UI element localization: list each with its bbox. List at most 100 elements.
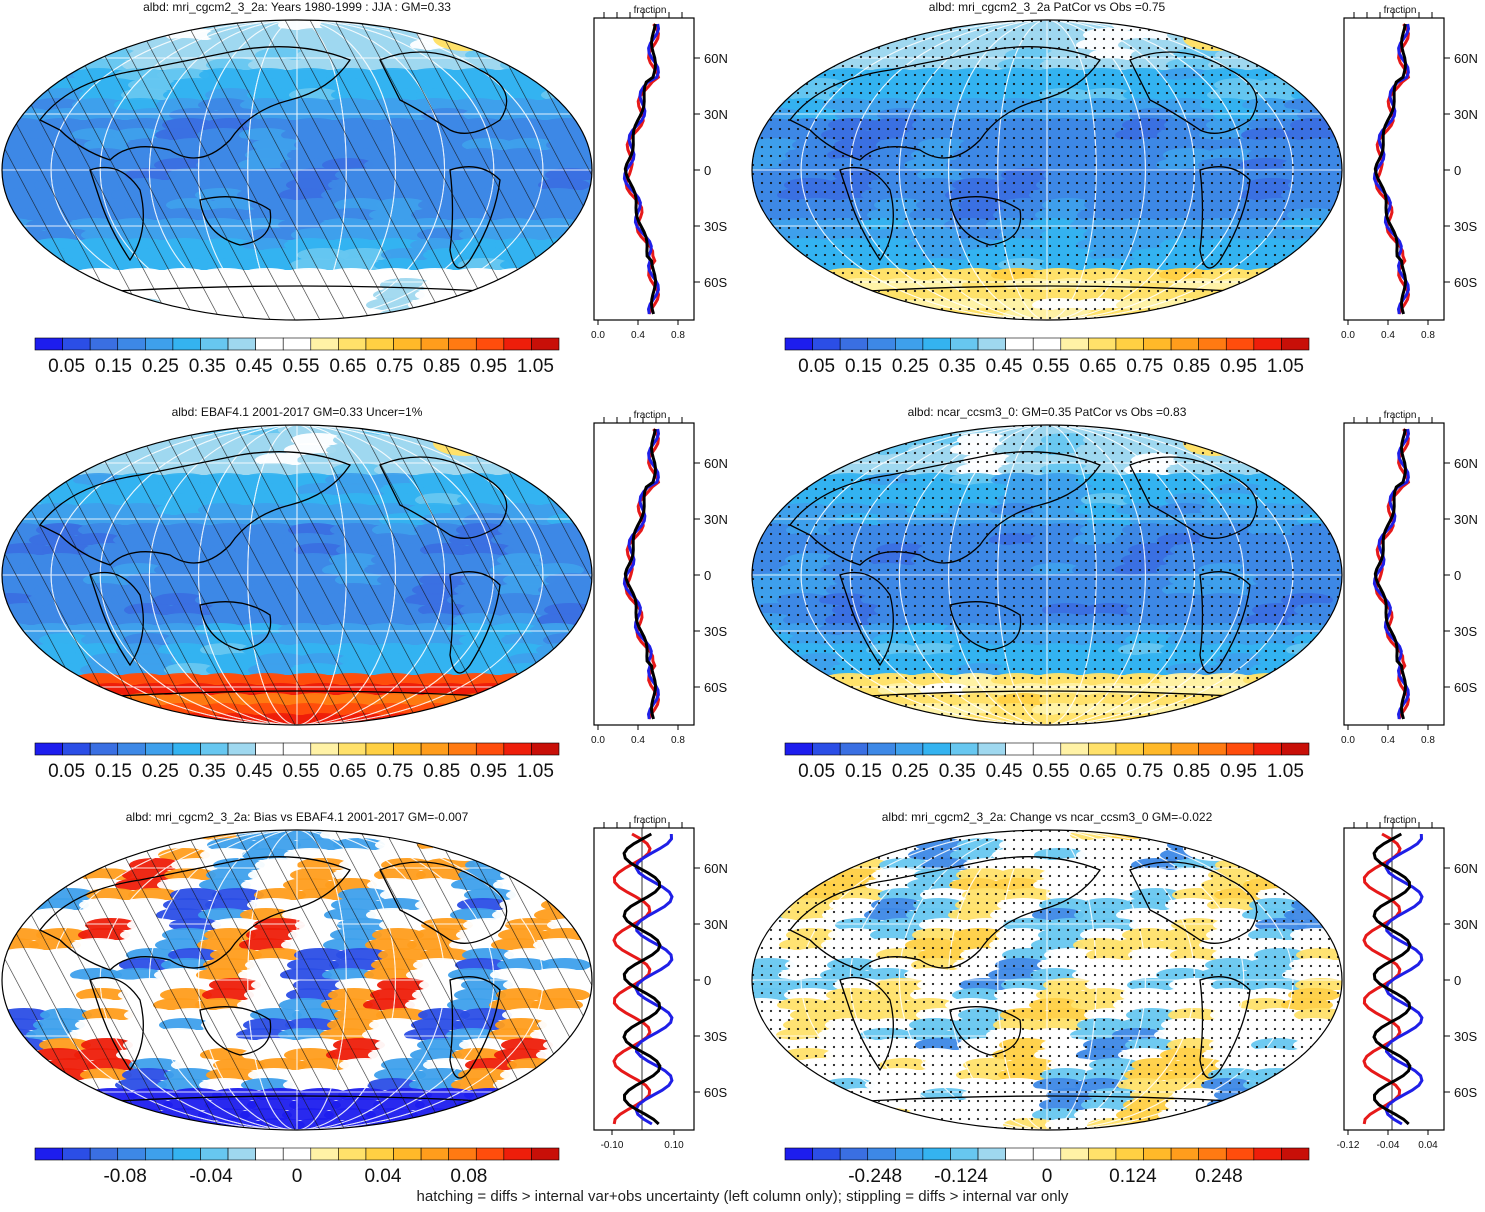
zonal-lat-label: 30N — [704, 107, 728, 122]
map-border — [1, 829, 593, 1131]
colorbar-box — [420, 742, 449, 756]
colorbar-box — [1005, 742, 1034, 756]
colorbar-box — [950, 337, 979, 351]
map-border — [751, 829, 1343, 1131]
colorbar-box — [922, 1147, 951, 1161]
zonal-title: fraction — [634, 5, 667, 16]
colorbar-box — [1281, 742, 1310, 756]
colorbar-box — [1198, 337, 1227, 351]
colorbar-label: 0.65 — [1079, 761, 1116, 782]
zonal-series-1 — [1384, 833, 1424, 1126]
zonal-title: fraction — [634, 410, 667, 421]
colorbar-box — [145, 742, 174, 756]
colorbar-label: 0.124 — [1109, 1166, 1157, 1187]
hatching-overlay — [2, 830, 592, 1130]
colorbar-label: -0.248 — [848, 1166, 902, 1187]
colorbar-box — [393, 1147, 422, 1161]
zonal-series-1 — [622, 23, 661, 315]
colorbar-box — [1060, 742, 1089, 756]
colorbar-box — [1115, 337, 1144, 351]
zonal-lat-label: 60S — [704, 275, 727, 290]
colorbar-box — [867, 1147, 896, 1161]
colorbar-box — [1088, 1147, 1117, 1161]
colorbar-box — [977, 742, 1006, 756]
colorbar: 0.05 0.15 0.25 0.35 0.45 0.55 0.65 0.75 0.85 0.95… — [784, 742, 1310, 782]
zonal-x-label: 0.0 — [591, 735, 605, 746]
colorbar-label: 0.05 — [48, 761, 85, 782]
colorbar-box — [420, 337, 449, 351]
colorbar-box — [950, 1147, 979, 1161]
colorbar-box — [172, 1147, 201, 1161]
colorbar-box — [1198, 742, 1227, 756]
zonal-series-2 — [623, 23, 658, 315]
zonal-lat-label: 60S — [1454, 275, 1477, 290]
colorbar-label: 0.25 — [892, 761, 929, 782]
panel-3: albd: EBAF4.1 2001-2017 GM=0.33 Uncer=1%… — [1, 405, 728, 782]
colorbar: -0.248 -0.124 0 0.124 0.248 — [784, 1147, 1310, 1187]
colorbar-box — [255, 337, 284, 351]
colorbar-box — [1225, 337, 1255, 351]
colorbar-box — [1198, 1147, 1227, 1161]
colorbar-box — [172, 337, 201, 351]
zonal-lat-label: 60S — [704, 1085, 727, 1100]
colorbar-box — [365, 742, 394, 756]
zonal-series-2 — [1373, 428, 1408, 720]
colorbar-box — [531, 337, 560, 351]
colorbar-box — [420, 1147, 449, 1161]
zonal-series-1 — [1372, 23, 1411, 315]
colorbar-box — [365, 337, 394, 351]
colorbar-label: 0.55 — [283, 356, 320, 377]
panel-2: albd: mri_cgcm2_3_2a PatCor vs Obs =0.75… — [751, 0, 1478, 377]
zonal-x-label: 0.0 — [1341, 735, 1355, 746]
zonal-series-1 — [622, 428, 661, 720]
map-field — [752, 830, 1342, 1130]
colorbar-box — [282, 337, 312, 351]
map-border — [751, 424, 1343, 726]
panel-title: albd: mri_cgcm2_3_2a: Change vs ncar_ccs… — [882, 810, 1213, 824]
colorbar-label: 1.05 — [517, 761, 554, 782]
zonal-series-1 — [634, 833, 674, 1126]
map-border — [751, 19, 1343, 321]
colorbar-box — [310, 1147, 339, 1161]
colorbar-label: 0.65 — [329, 356, 366, 377]
colorbar-label: 0.75 — [1126, 761, 1163, 782]
colorbar-box — [475, 337, 505, 351]
colorbar-box — [338, 742, 367, 756]
zonal-lat-label: 0 — [1454, 163, 1461, 178]
colorbar-label: 1.05 — [517, 356, 554, 377]
colorbar-box — [1143, 337, 1172, 351]
map-field — [752, 425, 1342, 725]
colorbar-box — [200, 1147, 229, 1161]
zonal-lat-label: 30S — [1454, 1029, 1477, 1044]
colorbar-box — [977, 337, 1006, 351]
colorbar-box — [922, 742, 951, 756]
hatching-overlay — [2, 20, 592, 320]
colorbar-label: 0.55 — [1033, 761, 1070, 782]
panel-4: albd: ncar_ccsm3_0: GM=0.35 PatCor vs Ob… — [751, 405, 1478, 782]
zonal-x-label: 0.0 — [1341, 330, 1355, 341]
colorbar-box — [839, 1147, 869, 1161]
colorbar-label: 0.08 — [450, 1166, 487, 1187]
colorbar-label: 0 — [292, 1166, 303, 1187]
zonal-x-label: -0.10 — [601, 1140, 624, 1151]
colorbar-box — [475, 1147, 505, 1161]
colorbar: 0.05 0.15 0.25 0.35 0.45 0.55 0.65 0.75 0.85 0.95… — [784, 337, 1310, 377]
colorbar-label: -0.08 — [103, 1166, 146, 1187]
colorbar-box — [393, 337, 422, 351]
colorbar-label: 0.25 — [142, 356, 179, 377]
zonal-lat-label: 0 — [1454, 568, 1461, 583]
map-field — [752, 20, 1342, 320]
colorbar-label: -0.124 — [934, 1166, 988, 1187]
colorbar-box — [448, 1147, 477, 1161]
colorbar-box — [34, 337, 63, 351]
colorbar-label: 0.75 — [376, 761, 413, 782]
zonal-mean-panel: fraction 60N 30N 0 30S 60S 0.0 0.4 0.8 — [1341, 410, 1478, 746]
zonal-x-label: -0.04 — [1377, 1140, 1400, 1151]
colorbar-label: 0.95 — [1220, 356, 1257, 377]
zonal-x-label: 0.4 — [1381, 735, 1395, 746]
colorbar-box — [145, 337, 174, 351]
colorbar-label: 0.95 — [470, 356, 507, 377]
colorbar-box — [338, 1147, 367, 1161]
colorbar-box — [1060, 1147, 1089, 1161]
zonal-x-label: 0.8 — [1421, 735, 1435, 746]
